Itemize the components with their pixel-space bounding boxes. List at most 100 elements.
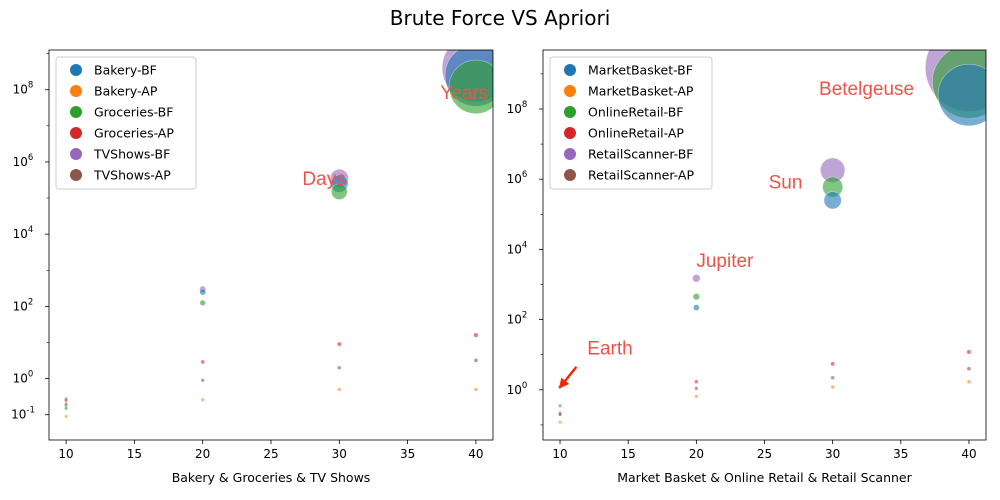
point-groceries-bf-40 <box>448 59 493 114</box>
y-tick-label: 108 <box>507 100 528 116</box>
x-tick-label: 25 <box>757 447 772 461</box>
x-axis-label: Market Basket & Online Retail & Retail S… <box>617 470 912 485</box>
point-retailscanner-bf-10 <box>557 384 563 390</box>
point-onlineretail-ap-30 <box>830 361 836 367</box>
x-axis-label: Bakery & Groceries & TV Shows <box>172 470 371 485</box>
annotation-days: Days <box>302 169 345 190</box>
point-groceries-ap-10 <box>64 398 69 403</box>
point-marketbasket-bf-20 <box>693 304 700 311</box>
legend-label-tvshows-ap: TVShows-AP <box>93 168 171 183</box>
point-marketbasket-bf-30 <box>823 191 842 210</box>
x-tick-label: 20 <box>689 447 704 461</box>
legend-marker-tvshows-bf <box>70 148 82 160</box>
x-tick-label: 10 <box>552 447 567 461</box>
annotation-betelgeuse: Betelgeuse <box>819 79 914 100</box>
x-tick-label: 40 <box>468 447 483 461</box>
x-tick-label: 35 <box>400 447 415 461</box>
point-groceries-ap-20 <box>200 359 205 365</box>
point-onlineretail-ap-40 <box>966 349 972 355</box>
point-retailscanner-ap-20 <box>694 386 699 391</box>
y-tick-label: 100 <box>13 370 34 386</box>
x-tick-label: 30 <box>825 447 840 461</box>
x-tick-label: 25 <box>263 447 278 461</box>
point-retailscanner-bf-20 <box>692 274 701 283</box>
legend-label-marketbasket-ap: MarketBasket-AP <box>588 84 694 99</box>
point-marketbasket-ap-30 <box>830 384 835 390</box>
legend-label-onlineretail-bf: OnlineRetail-BF <box>588 105 683 120</box>
legend-marker-marketbasket-ap <box>564 85 576 97</box>
legend-marker-bakery-ap <box>70 85 82 97</box>
y-tick-label: 104 <box>13 225 34 241</box>
legend-marker-retailscanner-ap <box>564 169 576 181</box>
legend: MarketBasket-BF MarketBasket-AP OnlineReta… <box>549 56 713 190</box>
x-tick-label: 20 <box>195 447 210 461</box>
legend-marker-tvshows-ap <box>70 169 82 181</box>
y-tick-label: 102 <box>507 311 528 327</box>
point-bakery-bf-10 <box>64 406 69 411</box>
legend-box <box>55 56 197 190</box>
point-bakery-bf-20 <box>199 288 207 296</box>
legend-marker-marketbasket-bf <box>564 64 576 76</box>
point-tvshows-ap-30 <box>337 365 342 370</box>
legend-label-tvshows-bf: TVShows-BF <box>93 147 170 162</box>
plot-marks <box>557 50 986 425</box>
legend-label-groceries-ap: Groceries-AP <box>94 126 174 141</box>
annotation-sun: Sun <box>769 172 803 193</box>
point-bakery-ap-30 <box>337 387 342 392</box>
point-groceries-bf-30 <box>331 183 348 200</box>
point-onlineretail-bf-20 <box>692 293 700 301</box>
legend-marker-bakery-bf <box>70 64 82 76</box>
point-groceries-ap-40 <box>473 332 479 338</box>
x-tick-label: 15 <box>127 447 142 461</box>
x-tick-label: 10 <box>58 447 73 461</box>
point-bakery-ap-10 <box>64 414 68 419</box>
y-tick-label: 10-1 <box>11 406 35 422</box>
legend-label-onlineretail-ap: OnlineRetail-AP <box>588 126 684 141</box>
y-tick-label: 106 <box>13 153 34 169</box>
legend-label-groceries-bf: Groceries-BF <box>94 105 173 120</box>
point-groceries-bf-20 <box>199 299 206 307</box>
y-tick-label: 104 <box>507 240 528 256</box>
y-tick-label: 108 <box>13 81 34 97</box>
point-retailscanner-ap-10 <box>558 412 562 417</box>
annotation-years: Years <box>440 83 488 104</box>
legend-marker-groceries-ap <box>70 127 82 139</box>
point-tvshows-ap-40 <box>473 358 479 363</box>
x-tick-label: 35 <box>893 447 908 461</box>
point-bakery-ap-20 <box>200 397 205 402</box>
legend-label-retailscanner-ap: RetailScanner-AP <box>588 168 694 183</box>
x-tick-label: 30 <box>332 447 347 461</box>
annotation-arrow <box>558 366 578 389</box>
point-marketbasket-ap-20 <box>694 394 699 399</box>
point-retailscanner-ap-30 <box>830 375 835 381</box>
y-tick-label: 106 <box>507 170 528 186</box>
annotation-jupiter: Jupiter <box>696 251 754 272</box>
plot-marks <box>64 50 493 419</box>
legend-marker-groceries-bf <box>70 106 82 118</box>
point-bakery-ap-40 <box>473 387 478 392</box>
point-onlineretail-bf-10 <box>558 403 563 408</box>
annotation-earth: Earth <box>587 339 632 360</box>
chart-panel-1: Days Years 10 15 20 25 30 35 40 10-1 100 102 104 106 1… <box>11 49 494 485</box>
y-tick-label: 102 <box>13 297 34 313</box>
legend-label-bakery-bf: Bakery-BF <box>94 63 157 78</box>
x-tick-label: 15 <box>621 447 636 461</box>
figure-title: Brute Force VS Apriori <box>389 6 611 30</box>
legend-marker-onlineretail-bf <box>564 106 576 118</box>
x-tick-label: 40 <box>961 447 976 461</box>
point-groceries-ap-30 <box>336 341 342 347</box>
legend-label-bakery-ap: Bakery-AP <box>94 84 158 99</box>
chart-panel-2: Earth Jupiter Sun Betelgeuse 10 15 20 25 30 35 40 1… <box>507 49 987 485</box>
legend-label-marketbasket-bf: MarketBasket-BF <box>588 63 693 78</box>
legend-marker-retailscanner-bf <box>564 148 576 160</box>
legend-marker-onlineretail-ap <box>564 127 576 139</box>
point-retailscanner-ap-40 <box>966 366 972 371</box>
point-tvshows-ap-20 <box>200 378 205 383</box>
legend-box <box>549 56 713 190</box>
y-tick-label: 100 <box>507 381 528 397</box>
point-marketbasket-ap-10 <box>558 420 562 425</box>
point-marketbasket-ap-40 <box>966 379 972 384</box>
point-marketbasket-bf-40 <box>937 63 986 127</box>
point-onlineretail-ap-20 <box>694 379 699 384</box>
